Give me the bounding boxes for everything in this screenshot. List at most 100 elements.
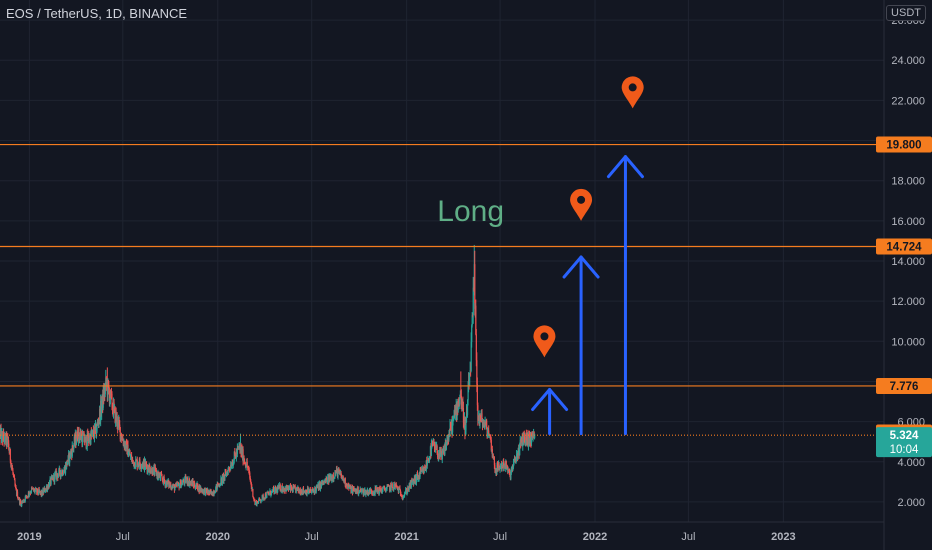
candle-body xyxy=(221,475,224,484)
candle-body xyxy=(17,491,19,499)
candle-body xyxy=(398,488,400,493)
level-label-14.724-bg xyxy=(876,238,932,255)
candle-body xyxy=(161,475,163,479)
up-arrow-head-1[interactable] xyxy=(531,387,569,411)
candle-body xyxy=(28,493,31,496)
candle-body xyxy=(220,478,222,486)
candle-body xyxy=(59,468,61,474)
candle-body xyxy=(189,482,191,486)
candle-body xyxy=(503,461,505,469)
x-tick-label: Jul xyxy=(116,531,130,543)
map-pin-icon[interactable] xyxy=(533,325,556,358)
candle-body xyxy=(49,481,51,488)
candle-body xyxy=(127,444,129,457)
candle-body xyxy=(275,488,277,492)
x-tick-label: 2019 xyxy=(17,531,41,543)
candle-body xyxy=(509,471,511,476)
candle-body xyxy=(14,480,16,486)
candle-body xyxy=(127,454,130,457)
level-label-19.800: 19.800 xyxy=(886,140,921,152)
candle-body xyxy=(154,467,156,469)
map-pin-hole xyxy=(540,332,549,341)
horizontal-levels[interactable] xyxy=(0,143,884,436)
y-tick-label: 4.000 xyxy=(897,457,925,469)
candle-body xyxy=(54,473,56,482)
candle-body xyxy=(265,494,267,498)
annotations[interactable]: Long xyxy=(437,76,644,436)
y-tick-label: 10.000 xyxy=(891,336,925,348)
candle-body xyxy=(399,487,401,490)
candle-body xyxy=(215,487,217,493)
candle-body xyxy=(135,459,137,467)
x-tick-label: 2023 xyxy=(771,531,795,543)
candle-body xyxy=(396,485,398,488)
candle-body xyxy=(503,465,505,469)
candle-body xyxy=(259,497,261,500)
grid-lines xyxy=(0,0,884,522)
long-annotation-text[interactable]: Long xyxy=(437,195,504,228)
up-arrow-head-3[interactable] xyxy=(606,155,644,179)
candle-body xyxy=(483,422,485,426)
candle-body xyxy=(493,456,495,466)
candle-body xyxy=(78,428,80,437)
candle-body xyxy=(301,490,303,494)
candle-body xyxy=(523,432,525,438)
candle-body xyxy=(532,432,534,437)
candle-body xyxy=(297,486,299,492)
x-tick-label: 2021 xyxy=(394,531,418,543)
candle-body xyxy=(388,484,390,486)
candle-body xyxy=(488,430,490,436)
candle-body xyxy=(195,487,197,489)
up-arrow-head-2[interactable] xyxy=(562,255,600,279)
candle-body xyxy=(475,305,477,335)
candle-body xyxy=(62,474,64,476)
candle-body xyxy=(370,489,372,494)
candle-body xyxy=(448,432,450,440)
candle-body xyxy=(423,467,425,474)
candle-body xyxy=(45,488,47,491)
candle-body xyxy=(263,497,265,499)
candle-body xyxy=(252,488,254,497)
symbol-title[interactable]: EOS / TetherUS, 1D, BINANCE xyxy=(6,6,188,21)
candle-body xyxy=(273,488,275,490)
map-pin-icon[interactable] xyxy=(570,188,593,221)
candle-body xyxy=(151,467,153,475)
candle-body xyxy=(116,416,118,427)
candle-body xyxy=(62,472,65,475)
candle-body xyxy=(362,489,364,495)
candle-body xyxy=(85,436,87,448)
candle-body xyxy=(6,436,8,445)
candle-body xyxy=(472,287,474,316)
candle-body xyxy=(256,501,258,506)
candle-body xyxy=(476,384,478,406)
y-tick-label: 22.000 xyxy=(891,95,925,107)
candle-body xyxy=(315,486,317,492)
candle-body xyxy=(227,468,229,475)
candle-body xyxy=(467,400,469,416)
candle-body xyxy=(514,457,516,462)
candle-body xyxy=(274,488,276,494)
time-axis[interactable]: 2019 Jul 2020 Jul 2021 Jul 2022 Jul 2023 xyxy=(17,531,795,543)
candle-body xyxy=(357,487,359,495)
candle-body xyxy=(119,427,121,440)
currency-button[interactable]: USDT xyxy=(886,5,926,21)
candle-body xyxy=(490,439,492,451)
y-tick-label: 24.000 xyxy=(891,55,925,67)
candle-body xyxy=(519,443,521,456)
candle-body xyxy=(24,496,26,501)
candle-body xyxy=(12,473,15,476)
level-label-7.776-bg xyxy=(876,377,932,394)
candle-body xyxy=(209,490,211,494)
candle-body xyxy=(4,433,6,443)
candle-body xyxy=(242,449,244,463)
level-label-19.800-bg xyxy=(876,136,932,153)
map-pin-icon[interactable] xyxy=(621,76,644,109)
candle-body xyxy=(391,483,393,488)
last-price-bg xyxy=(876,427,932,458)
candle-body xyxy=(1,432,3,442)
last-price-label: 5.324 xyxy=(890,430,919,442)
x-tick-label: 2020 xyxy=(206,531,230,543)
candle-body xyxy=(306,492,308,495)
candle-body xyxy=(217,484,219,487)
